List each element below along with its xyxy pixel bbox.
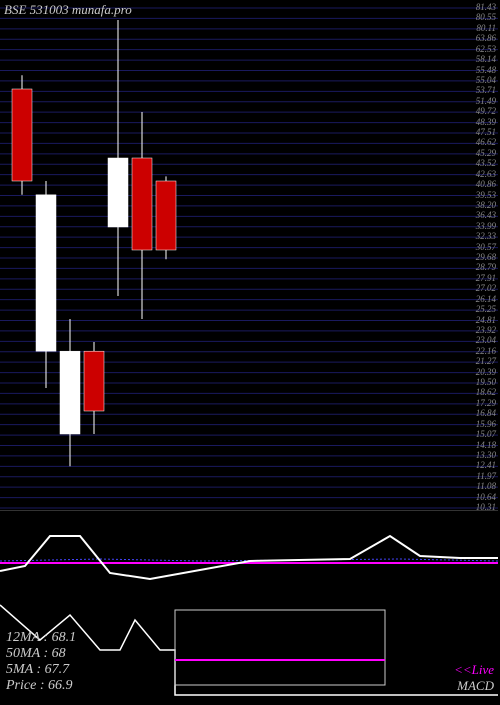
price-level-label: 55.04 (476, 76, 496, 85)
price-level-label: 30.57 (476, 243, 496, 252)
price-level-label: 48.39 (476, 118, 496, 127)
price-level-label: 26.14 (476, 295, 496, 304)
price-level-label: 11.08 (476, 482, 496, 491)
price-level-label: 10.64 (476, 493, 496, 502)
price-level-label: 45.29 (476, 149, 496, 158)
price-level-label: 18.62 (476, 388, 496, 397)
price-level-label: 27.02 (476, 284, 496, 293)
ma50-label: 50MA : 68 (6, 646, 66, 662)
main-candlestick-panel: 81.4380.55 80.1163.86 62.5358.14 55.4855.04… (0, 0, 498, 510)
price-level-label: 23.04 (476, 336, 496, 345)
price-level-label: 42.63 (476, 170, 496, 179)
price-level-label: 22.16 (476, 347, 496, 356)
price-level-label: 62.53 (476, 45, 496, 54)
ma5-label: 5MA : 67.7 (6, 662, 69, 678)
price-level-label: 32.33 (476, 232, 496, 241)
live-label: <<Live (454, 662, 494, 678)
price-level-label: 28.79 (476, 263, 496, 272)
price-level-label: 80.11 (476, 24, 496, 33)
price-level-label: 55.48 (476, 66, 496, 75)
price-level-label: 24.81 (476, 316, 496, 325)
price-level-label: 29.68 (476, 253, 496, 262)
price-level-label: 40.86 (476, 180, 496, 189)
chart-container: BSE 531003 munafa.pro 81.4380.55 80.1163.… (0, 0, 500, 700)
price-level-label: 15.96 (476, 420, 496, 429)
price-level-label: 47.51 (476, 128, 496, 137)
price-level-label: 38.20 (476, 201, 496, 210)
price-level-label: 39.53 (476, 191, 496, 200)
price-level-label: 33.99 (476, 222, 496, 231)
exchange-label: BSE (4, 2, 26, 17)
watermark: munafa.pro (72, 2, 132, 17)
price-level-label: 16.84 (476, 409, 496, 418)
price-level-label: 58.14 (476, 55, 496, 64)
price-level-label: 15.07 (476, 430, 496, 439)
symbol-label: 531003 (30, 2, 69, 17)
price-level-label: 63.86 (476, 34, 496, 43)
price-level-label: 36.43 (476, 211, 496, 220)
macd-label: MACD (457, 678, 494, 694)
price-level-label: 23.92 (476, 326, 496, 335)
price-level-label: 17.29 (476, 399, 496, 408)
price-level-label: 53.71 (476, 86, 496, 95)
macd-svg (0, 511, 498, 601)
price-level-label: 11.97 (476, 472, 496, 481)
price-label: Price : 66.9 (6, 678, 72, 694)
price-level-label: 12.41 (476, 461, 496, 470)
price-level-label: 43.52 (476, 159, 496, 168)
price-level-label: 25.25 (476, 305, 496, 314)
price-level-label: 51.49 (476, 97, 496, 106)
price-level-label: 49.72 (476, 107, 496, 116)
lower-svg (0, 600, 498, 700)
price-level-label: 80.55 (476, 13, 496, 22)
candlestick-svg (0, 0, 498, 510)
price-level-label: 19.50 (476, 378, 496, 387)
price-level-label: 81.43 (476, 3, 496, 12)
ma12-label: 12MA : 68.1 (6, 630, 76, 646)
price-level-label: 21.27 (476, 357, 496, 366)
price-level-label: 14.18 (476, 441, 496, 450)
header-text: BSE 531003 munafa.pro (4, 2, 132, 18)
price-level-label: 27.91 (476, 274, 496, 283)
macd-indicator-panel (0, 510, 498, 600)
price-level-label: 20.39 (476, 368, 496, 377)
price-level-label: 46.62 (476, 138, 496, 147)
lower-info-panel: 12MA : 68.1 50MA : 68 5MA : 67.7 Price :… (0, 600, 498, 700)
price-level-label: 13.30 (476, 451, 496, 460)
